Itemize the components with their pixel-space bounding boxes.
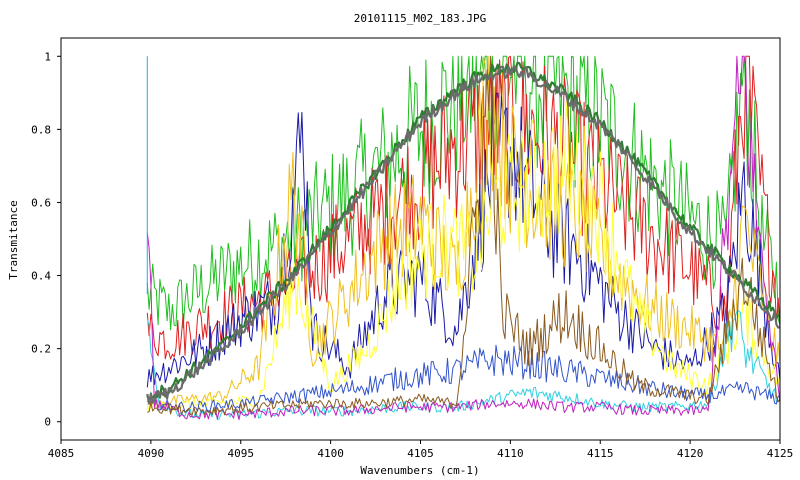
x-tick-label: 4090 [138, 447, 165, 460]
series-line [146, 55, 780, 331]
series-line [146, 101, 780, 413]
series-line [147, 55, 780, 417]
series-line [146, 65, 780, 405]
x-axis: 4085 4090 4095 4100 4105 4110 4115 4120 4125 [48, 440, 794, 460]
series-line [146, 55, 780, 360]
y-tick-label: 0.2 [31, 343, 51, 356]
series-line [146, 55, 780, 421]
y-tick-label: 1 [44, 50, 51, 63]
x-tick-label: 4100 [317, 447, 344, 460]
y-tick-label: 0.4 [31, 270, 51, 283]
x-tick-label: 4105 [407, 447, 434, 460]
y-tick-label: 0 [44, 416, 51, 429]
series-line [146, 55, 780, 409]
series-line [146, 344, 780, 413]
series-layer [146, 55, 780, 421]
y-axis-label: Transmitance [7, 200, 20, 279]
plot-area [146, 55, 780, 421]
y-axis: 0 0.2 0.4 0.6 0.8 1 [31, 50, 61, 429]
x-tick-label: 4120 [677, 447, 704, 460]
x-tick-label: 4110 [497, 447, 524, 460]
x-axis-label: Wavenumbers (cm-1) [360, 464, 479, 477]
x-tick-label: 4115 [587, 447, 614, 460]
y-tick-label: 0.6 [31, 196, 51, 209]
x-tick-label: 4125 [767, 447, 794, 460]
chart-title: 20101115_M02_183.JPG [354, 12, 486, 25]
y-tick-label: 0.8 [31, 123, 51, 136]
x-tick-label: 4095 [228, 447, 255, 460]
x-tick-label: 4085 [48, 447, 75, 460]
